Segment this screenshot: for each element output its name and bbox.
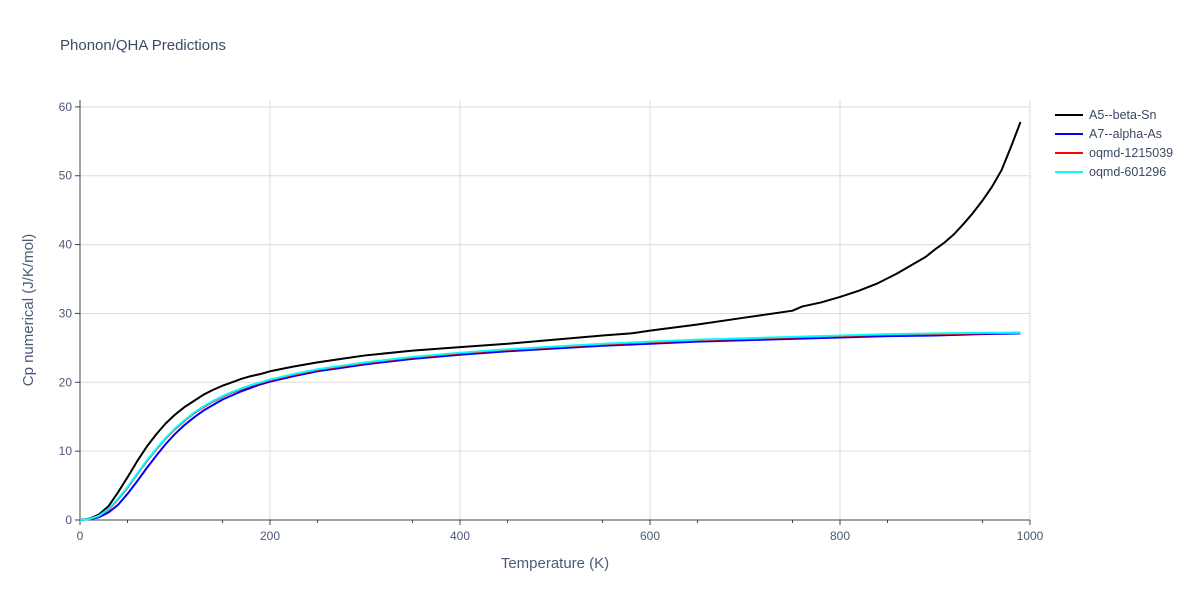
y-axis-title: Cp numerical (J/K/mol) (20, 234, 37, 387)
y-tick-label: 50 (59, 169, 73, 183)
series-line-oqmd-601296[interactable] (79, 331, 1021, 521)
legend-item[interactable]: A7--alpha-As (1055, 127, 1162, 141)
series-line-A7--alpha-As[interactable] (79, 332, 1021, 521)
axes (75, 100, 1031, 525)
x-tick-label: 1000 (1017, 529, 1044, 543)
series-layer (79, 121, 1022, 521)
y-tick-label: 60 (59, 100, 73, 114)
y-tick-label: 0 (65, 513, 72, 527)
legend-item[interactable]: oqmd-1215039 (1055, 146, 1173, 160)
legend-label: A7--alpha-As (1089, 127, 1162, 141)
x-tick-label: 400 (450, 529, 470, 543)
legend-item[interactable]: A5--beta-Sn (1055, 108, 1156, 122)
legend-label: oqmd-1215039 (1089, 146, 1173, 160)
x-tick-label: 200 (260, 529, 280, 543)
legend-label: oqmd-601296 (1089, 165, 1166, 179)
legend-item[interactable]: oqmd-601296 (1055, 165, 1166, 179)
x-axis-title: Temperature (K) (501, 555, 609, 572)
chart-title: Phonon/QHA Predictions (60, 37, 226, 54)
y-tick-label: 30 (59, 306, 73, 320)
legend[interactable]: A5--beta-Sn A7--alpha-As oqmd-1215039 oqmd-… (1055, 108, 1173, 179)
series-line-A5--beta-Sn[interactable] (79, 121, 1022, 521)
grid (80, 100, 1031, 520)
series-line-oqmd-1215039[interactable] (79, 331, 1021, 521)
y-tick-label: 20 (59, 375, 73, 389)
y-tick-label: 10 (59, 444, 73, 458)
tick-labels: 0 200 400 600 800 1000 0 10 20 30 40 50 60 (59, 100, 1044, 543)
x-tick-label: 800 (830, 529, 850, 543)
y-tick-label: 40 (59, 238, 73, 252)
x-tick-label: 0 (77, 529, 84, 543)
x-tick-label: 600 (640, 529, 660, 543)
legend-label: A5--beta-Sn (1089, 108, 1156, 122)
